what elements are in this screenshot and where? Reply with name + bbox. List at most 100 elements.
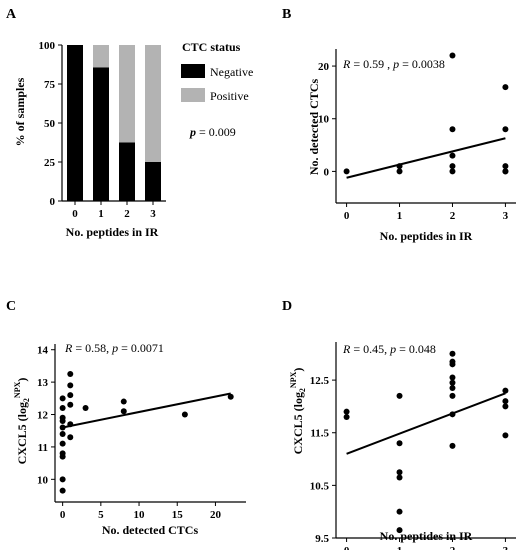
panel-d-x-tick-label: 1 [397,545,403,550]
panel-c-point [120,408,127,415]
panel-d-point [449,411,456,418]
panel-b-marks: 0 10 20 0 1 2 3 [318,49,516,222]
panel-c-y-tick-label: 11 [38,442,48,454]
panel-a-bar-positive-2 [119,45,135,143]
panel-d-point [449,392,456,399]
panel-a-bar-negative-0 [67,45,83,201]
panel-c-r-value: = 0.58, [72,341,112,355]
panel-d-point [396,392,403,399]
panel-d-point [396,440,403,447]
panel-b-r-symbol: R [342,57,351,71]
panel-b-x-axis-label: No. peptides in IR [380,229,473,243]
panel-a-legend-title: CTC status [182,40,241,54]
panel-d-annotation: R = 0.45, p = 0.048 [342,342,436,356]
panel-c-ylabel-sub: 2 [22,398,31,402]
panel-a-y-tick-label: 50 [44,118,56,130]
panel-d-y-tick-label: 9.5 [315,533,329,545]
panel-d-regression-line [346,392,506,455]
panel-c-x-tick-label: 0 [60,509,66,521]
panel-a-x-tick-label: 3 [150,208,156,220]
panel-b-y-tick-label: 0 [324,166,330,178]
panel-letter-a: A [6,7,17,22]
panel-a-bar-negative-2 [119,142,135,201]
panel-c-annotation: R = 0.58, p = 0.0071 [64,341,164,355]
panel-a-legend-swatch-positive [181,88,205,102]
panel-d-point [449,379,456,386]
panel-c-point [67,434,74,441]
panel-d-point [502,432,509,439]
panel-c-point [59,453,66,460]
panel-c-point [59,430,66,437]
panel-b-point [449,152,456,159]
panel-b-point [449,163,456,170]
panel-d-ylabel-close: ) [291,368,305,372]
panel-c-ylabel-sup: NPX [13,381,22,398]
panel-d-point [396,474,403,481]
panel-a-legend-label-positive: Positive [210,89,249,103]
panel-c-point [181,411,188,418]
panel-b-r-value: = 0.59 , [350,57,393,71]
panel-d-ylabel-sub: 2 [298,388,307,392]
panel-c-point [67,421,74,428]
panel-d-point [449,385,456,391]
panel-c-point [67,392,74,399]
panel-c-p-value: = 0.0071 [118,341,164,355]
panel-c-point [227,393,234,400]
panel-c-p-symbol: p [111,341,118,355]
panel-b-y-tick-label: 20 [318,61,330,73]
panel-c-y-tick-label: 10 [37,474,49,486]
panel-c-y-tick-label: 13 [37,377,49,389]
panel-d-point [396,469,403,476]
panel-b-point [396,168,403,175]
panel-d-r-symbol: R [342,342,351,356]
panel-b-point [449,52,456,59]
panel-a-bar-positive-1 [93,45,109,68]
panel-a-y-axis-label: % of samples [13,77,27,146]
panel-d-y-tick-label: 11.5 [310,428,329,440]
panel-d-point [449,374,456,381]
panel-b-p-symbol: p [392,57,399,71]
panel-b-point [502,168,509,175]
panel-d-y-tick-label: 12.5 [310,375,330,387]
panel-c-regression-line [62,392,231,429]
panel-b-point [502,126,509,133]
panel-c-x-tick-label: 20 [210,509,222,521]
panel-c-point [59,418,66,424]
panel-c-ylabel-close: ) [15,378,29,382]
panel-d-p-value: = 0.048 [396,342,436,356]
panel-c-y-axis-label: CXCL5 (log2NPX) [13,378,31,465]
panel-b-point [502,163,509,170]
panel-a-y-tick-label: 100 [39,40,56,52]
panel-a-y-tick-label: 0 [50,196,56,208]
panel-d-y-tick-label: 10.5 [310,480,330,492]
panel-letter-d: D [282,299,292,314]
panel-a-x-axis-label: No. peptides in IR [66,225,159,239]
panel-d-scatter: 9.510.511.512.50123 CXCL5 (log2NPX) No. … [289,342,516,550]
panel-a-p-symbol: p [189,125,196,139]
panel-c-point [67,382,74,389]
panel-b-point [449,168,456,175]
panel-c-ylabel-base: CXCL5 (log [15,402,29,464]
panel-b-annotation: R = 0.59 , p = 0.0038 [342,57,445,71]
panel-d-point [449,358,456,365]
panel-b-y-tick-label: 10 [318,114,330,126]
panel-b-point [502,84,509,91]
panel-d-point [502,387,509,394]
panel-c-point [59,440,66,447]
panel-c-y-tick-label: 14 [37,345,49,357]
panel-a-bar-positive-3 [145,45,161,162]
panel-b-x-tick-label: 3 [503,210,509,222]
panel-a-x-tick-label: 2 [124,208,130,220]
panel-a-p-number: = 0.009 [196,125,236,139]
panel-a-bar-negative-1 [93,67,109,201]
panel-a-marks: 0 25 50 75 100 0 1 2 3 [39,40,166,220]
panel-d-y-axis-label: CXCL5 (log2NPX) [289,368,307,455]
panel-c-point [67,371,74,378]
panel-a-p-value: p = 0.009 [189,125,236,139]
panel-a-x-tick-label: 0 [72,208,78,220]
panel-b-x-tick-label: 1 [397,210,403,222]
panel-c-marks: 10 11 12 13 14 0 5 10 15 20 [37,344,246,521]
panel-d-point [396,527,403,534]
panel-b-scatter: 0 10 20 0 1 2 3 No. detected CTCs No. peptides… [307,49,516,243]
